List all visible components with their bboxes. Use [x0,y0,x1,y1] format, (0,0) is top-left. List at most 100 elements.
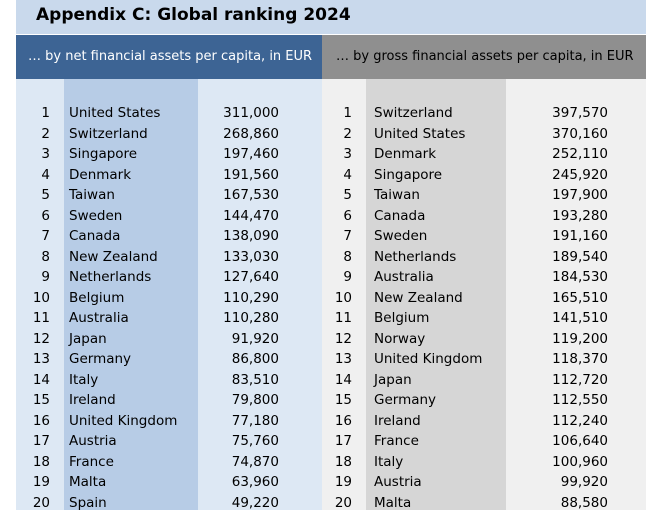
rank-cell: 18 [16,452,50,473]
country-cell: Norway [374,329,425,350]
country-cell: Netherlands [69,267,151,288]
country-cell: Australia [374,267,434,288]
rank-cell: 6 [322,206,352,227]
value-cell: 99,920 [561,472,608,493]
value-cell: 138,090 [223,226,279,247]
rank-cell: 2 [16,124,50,145]
value-cell: 110,280 [223,308,279,329]
value-cell: 112,240 [552,411,608,432]
rank-cell: 11 [322,308,352,329]
rank-cell: 13 [322,349,352,370]
country-cell: Singapore [69,144,137,165]
rank-cell: 4 [322,165,352,186]
value-cell: 133,030 [223,247,279,268]
country-cell: Austria [374,472,422,493]
rank-cell: 1 [322,103,352,124]
country-cell: New Zealand [374,288,463,309]
value-cell: 91,920 [232,329,279,350]
country-cell: Singapore [374,165,442,186]
rank-cell: 14 [16,370,50,391]
value-cell: 165,510 [552,288,608,309]
value-cell: 144,470 [223,206,279,227]
country-cell: Canada [374,206,425,227]
value-cell: 100,960 [552,452,608,473]
net-assets-table-header: … by net financial assets per capita, in… [16,35,322,79]
country-cell: Ireland [69,390,116,411]
value-cell: 189,540 [552,247,608,268]
rank-cell: 2 [322,124,352,145]
rank-cell: 7 [322,226,352,247]
rank-cell: 9 [322,267,352,288]
value-cell: 110,290 [223,288,279,309]
table-row: 13 United Kingdom 118,370 [322,349,646,370]
table-row: 2 Switzerland 268,860 [16,124,322,145]
rank-cell: 15 [16,390,50,411]
table-row: 4 Singapore 245,920 [322,165,646,186]
net-assets-ranking-table: … by net financial assets per capita, in… [16,35,322,510]
value-cell: 311,000 [223,103,279,124]
rank-cell: 12 [16,329,50,350]
country-cell: Italy [374,452,403,473]
rank-cell: 11 [16,308,50,329]
country-cell: Japan [374,370,412,391]
country-cell: Belgium [374,308,429,329]
rank-cell: 6 [16,206,50,227]
value-cell: 191,160 [552,226,608,247]
country-cell: Germany [69,349,131,370]
country-cell: Denmark [69,165,131,186]
value-cell: 118,370 [552,349,608,370]
value-cell: 245,920 [552,165,608,186]
value-cell: 252,110 [552,144,608,165]
country-cell: Canada [69,226,120,247]
country-cell: Italy [69,370,98,391]
value-cell: 112,720 [552,370,608,391]
table-row: 18 Italy 100,960 [322,452,646,473]
value-cell: 268,860 [223,124,279,145]
country-cell: Taiwan [69,185,115,206]
country-cell: Japan [69,329,107,350]
rank-cell: 18 [322,452,352,473]
rank-cell: 8 [322,247,352,268]
rank-cell: 9 [16,267,50,288]
rank-cell: 17 [322,431,352,452]
country-cell: United Kingdom [374,349,482,370]
value-cell: 74,870 [232,452,279,473]
country-cell: Netherlands [374,247,456,268]
country-cell: Switzerland [69,124,148,145]
rank-cell: 10 [16,288,50,309]
country-cell: Sweden [374,226,427,247]
country-cell: Ireland [374,411,421,432]
country-cell: Malta [69,472,106,493]
value-cell: 193,280 [552,206,608,227]
value-cell: 77,180 [232,411,279,432]
value-cell: 197,900 [552,185,608,206]
rank-cell: 19 [16,472,50,493]
country-cell: Taiwan [374,185,420,206]
rank-cell: 16 [16,411,50,432]
country-cell: United Kingdom [69,411,177,432]
value-cell: 79,800 [232,390,279,411]
rank-cell: 1 [16,103,50,124]
rank-cell: 7 [16,226,50,247]
table-row: 15 Ireland 79,800 [16,390,322,411]
rank-cell: 12 [322,329,352,350]
value-cell: 141,510 [552,308,608,329]
